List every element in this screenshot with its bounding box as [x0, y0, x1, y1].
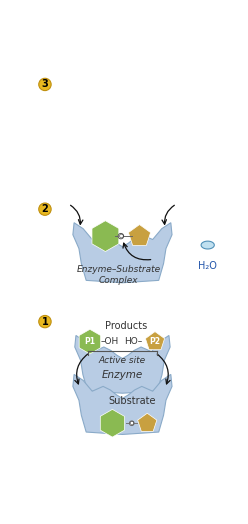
Polygon shape [128, 225, 151, 245]
Polygon shape [73, 374, 172, 434]
Text: O: O [118, 234, 124, 238]
Text: Substrate: Substrate [108, 396, 155, 406]
Polygon shape [79, 329, 101, 354]
Text: O: O [130, 421, 134, 425]
Circle shape [39, 203, 51, 215]
Text: Enzyme: Enzyme [102, 370, 143, 380]
Circle shape [118, 233, 124, 239]
Text: P1: P1 [84, 337, 95, 346]
Polygon shape [75, 335, 170, 393]
Text: 3: 3 [42, 80, 48, 90]
Circle shape [39, 78, 51, 91]
Polygon shape [73, 223, 172, 283]
Text: 1: 1 [42, 316, 48, 326]
Circle shape [39, 315, 51, 328]
Text: 2: 2 [42, 204, 48, 214]
Polygon shape [201, 241, 214, 249]
Polygon shape [138, 413, 157, 431]
Polygon shape [145, 332, 165, 350]
Text: Products: Products [105, 321, 148, 331]
Text: HO–: HO– [124, 337, 142, 346]
Text: Enzyme–Substrate
Complex: Enzyme–Substrate Complex [77, 265, 161, 285]
Polygon shape [100, 409, 124, 437]
Text: Active site: Active site [99, 356, 146, 365]
Text: P2: P2 [150, 337, 160, 346]
Circle shape [129, 421, 134, 425]
Text: H₂O: H₂O [198, 261, 217, 271]
Text: –OH: –OH [101, 337, 119, 346]
Polygon shape [92, 221, 119, 252]
